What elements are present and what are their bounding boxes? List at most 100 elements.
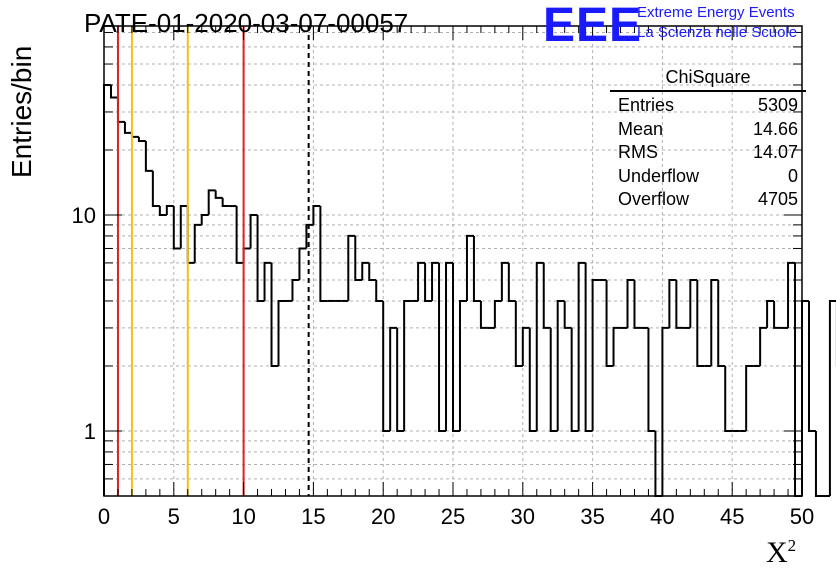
histogram-bin (158, 206, 167, 216)
histogram-bin (661, 326, 670, 496)
stats-row: RMS 14.07 (618, 142, 798, 162)
x-tick-label: 45 (720, 504, 744, 529)
histogram-bin (123, 121, 132, 134)
histogram-bin (591, 279, 600, 431)
histogram-bin (207, 189, 216, 215)
eee-logo: EEE (543, 0, 643, 52)
histogram-bin (479, 300, 488, 329)
histogram-bin (431, 261, 440, 301)
histogram-bin (417, 261, 426, 301)
stats-row: Mean 14.66 (618, 118, 798, 139)
histogram-bin (759, 326, 768, 366)
y-tick-label: 1 (84, 419, 96, 444)
histogram-bin (500, 261, 509, 301)
x-axis-label: X2 (766, 536, 797, 569)
histogram-bin (493, 299, 502, 328)
histogram-bin (724, 365, 733, 432)
histogram-bin (605, 280, 614, 367)
histogram-bin (312, 205, 321, 225)
histogram-bin (270, 262, 279, 367)
histogram-bin (263, 261, 272, 301)
histogram-bin (472, 235, 481, 302)
histogram-bin (507, 262, 516, 302)
histogram-bin (801, 299, 809, 496)
histogram-bin (242, 247, 251, 263)
stats-row: Entries 5309 (618, 95, 798, 115)
x-tick-label: 25 (441, 504, 465, 529)
histogram-bin (710, 279, 719, 366)
x-tick-label: 20 (371, 504, 395, 529)
logo-line2: La Scienza nelle Scuole (637, 24, 798, 41)
histogram-bin (696, 280, 705, 367)
histogram-bin (354, 235, 363, 282)
histogram-bin (109, 84, 118, 99)
histogram-bin (549, 327, 558, 432)
histogram-bin (626, 279, 635, 328)
histogram-bin (577, 261, 586, 431)
histogram-bin (130, 132, 139, 138)
x-tick-label: 35 (580, 504, 604, 529)
x-tick-label: 0 (98, 504, 110, 529)
histogram-bin (675, 280, 684, 329)
histogram-bin (249, 213, 258, 249)
stats-box: ChiSquare Entries 5309 Mean 14.66 RMS 14.07… (610, 66, 806, 212)
histogram-bin (528, 327, 537, 432)
histogram-bin (151, 170, 160, 208)
histogram-bin (116, 97, 125, 123)
histogram-bin (389, 326, 398, 431)
histogram-bin (235, 206, 244, 264)
x-tick-label: 40 (650, 504, 674, 529)
stats-title: ChiSquare (610, 66, 806, 92)
histogram-bin (787, 261, 796, 328)
histogram-bin (689, 279, 698, 328)
histogram-bin (256, 214, 265, 302)
histogram-bin (814, 430, 823, 497)
histogram-bin (277, 299, 286, 366)
histogram-bin (542, 262, 551, 329)
histogram-bin (179, 205, 188, 249)
histogram-bin (361, 261, 370, 281)
x-tick-label: 10 (231, 504, 255, 529)
histogram-bin (556, 299, 565, 431)
y-tick-label: 10 (72, 203, 96, 228)
histogram-bin (396, 327, 405, 432)
stats-row: Overflow 4705 (618, 189, 798, 209)
chart-title: PATE-01-2020-03-07-00057 (84, 8, 409, 38)
x-tick-label: 5 (168, 504, 180, 529)
histogram-bin (214, 190, 223, 199)
histogram-bin (563, 300, 572, 329)
histogram-bin (668, 279, 677, 328)
histogram-bin (165, 205, 174, 215)
histogram-bin (717, 280, 726, 367)
x-tick-label: 15 (301, 504, 325, 529)
histogram-bin (612, 326, 621, 366)
histogram-bin (766, 299, 775, 328)
marker-lines (116, 26, 310, 496)
histogram-bin (745, 364, 754, 431)
histogram-bin (221, 197, 230, 208)
histogram-bin (291, 279, 300, 301)
axes: 0 5 10 15 20 25 30 35 40 45 50 1 10 (72, 26, 814, 529)
histogram-bin (570, 327, 579, 432)
histogram-bin (773, 300, 782, 329)
histogram-bin (375, 280, 384, 302)
histogram-bin (807, 300, 816, 432)
stats-row: Underflow 0 (618, 165, 798, 186)
logo-line1: Extreme Energy Events (637, 4, 795, 21)
histogram-bin (458, 299, 467, 431)
histogram-bin (445, 261, 453, 431)
histogram-bin (521, 326, 530, 366)
histogram-bin (103, 83, 111, 496)
histogram-bin (584, 262, 593, 432)
histogram-bin (382, 300, 391, 432)
histogram-bin (193, 223, 202, 263)
x-tick-label: 50 (790, 504, 814, 529)
histogram-bin (794, 262, 802, 497)
histogram-bin (347, 234, 356, 301)
y-axis-label: Entries/bin (6, 45, 37, 178)
histogram-bin (144, 141, 153, 172)
histogram-bin (319, 206, 328, 302)
histogram-bin (633, 280, 642, 329)
histogram-bin (465, 234, 474, 301)
